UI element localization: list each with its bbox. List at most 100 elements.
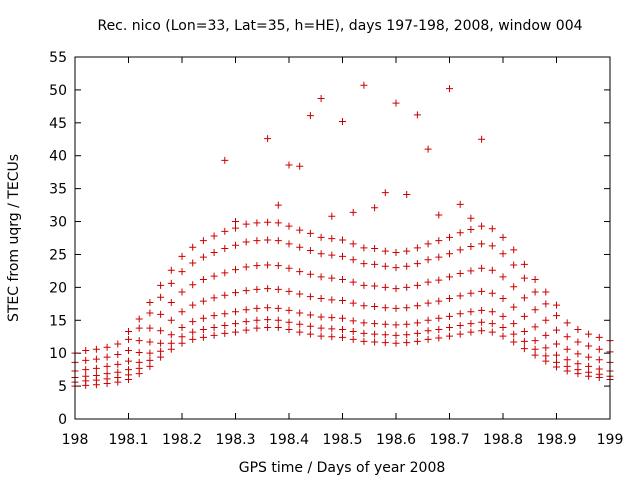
data-point xyxy=(349,299,357,307)
data-point xyxy=(499,250,507,258)
data-point xyxy=(189,301,197,309)
data-point xyxy=(531,345,539,353)
data-point xyxy=(146,356,154,364)
data-point xyxy=(328,333,336,341)
data-point xyxy=(424,299,432,307)
data-point xyxy=(167,266,175,274)
data-point xyxy=(553,312,560,320)
data-point xyxy=(585,342,593,350)
data-point xyxy=(392,264,400,272)
data-point xyxy=(531,288,539,296)
data-point xyxy=(553,351,560,359)
data-point xyxy=(274,316,282,324)
data-point xyxy=(488,308,496,316)
data-point xyxy=(403,283,411,291)
data-point xyxy=(285,306,293,314)
y-tick-label: 55 xyxy=(49,50,67,66)
data-point xyxy=(306,270,314,278)
data-point xyxy=(413,319,421,327)
data-point xyxy=(306,112,314,120)
data-point xyxy=(210,324,218,332)
data-point xyxy=(232,218,239,226)
data-point xyxy=(242,318,250,326)
data-point xyxy=(221,291,229,299)
data-point xyxy=(199,297,207,305)
data-point xyxy=(542,352,550,360)
data-point xyxy=(264,261,272,269)
data-point xyxy=(296,162,304,170)
data-point xyxy=(264,316,272,324)
data-point xyxy=(435,253,443,261)
data-point xyxy=(531,275,539,283)
data-point xyxy=(285,161,293,169)
data-point xyxy=(381,283,389,291)
data-point xyxy=(349,240,357,248)
data-point xyxy=(574,338,582,346)
data-point xyxy=(296,268,304,276)
data-point xyxy=(413,302,421,310)
data-point xyxy=(510,330,518,338)
data-point xyxy=(157,293,165,301)
data-point xyxy=(114,360,122,368)
data-point xyxy=(424,278,432,286)
y-tick-label: 35 xyxy=(49,182,67,198)
data-point xyxy=(499,273,507,281)
data-point xyxy=(221,227,229,235)
data-point xyxy=(349,256,357,264)
data-point xyxy=(403,262,411,270)
data-point xyxy=(456,322,464,330)
data-point xyxy=(446,233,453,241)
data-point xyxy=(413,337,421,345)
data-point xyxy=(349,335,357,343)
data-point xyxy=(210,331,218,339)
data-point xyxy=(456,229,464,237)
data-point xyxy=(157,339,165,347)
data-point xyxy=(92,345,100,353)
data-point xyxy=(146,338,154,346)
data-point xyxy=(563,345,571,353)
data-point xyxy=(435,237,443,245)
data-point xyxy=(403,339,411,347)
data-point xyxy=(392,321,400,329)
data-point xyxy=(82,347,90,355)
data-point xyxy=(542,288,550,296)
data-point xyxy=(285,318,293,326)
data-point xyxy=(339,236,346,244)
data-point xyxy=(371,260,379,268)
data-point xyxy=(478,240,486,248)
data-point xyxy=(232,308,239,316)
data-point xyxy=(456,270,464,278)
data-point xyxy=(242,287,250,295)
data-point xyxy=(167,331,175,339)
data-point xyxy=(531,306,539,314)
data-point xyxy=(510,261,518,269)
data-point xyxy=(467,267,475,275)
data-point xyxy=(339,297,346,305)
data-point xyxy=(274,219,282,227)
data-point xyxy=(339,252,346,260)
data-point xyxy=(274,262,282,270)
data-point xyxy=(488,289,496,297)
data-point xyxy=(285,325,293,333)
x-tick-label: 198.4 xyxy=(269,432,309,448)
data-point xyxy=(413,111,421,119)
data-point xyxy=(371,204,379,212)
data-point xyxy=(178,288,186,296)
data-point xyxy=(510,246,518,254)
x-tick-label: 198 xyxy=(62,432,89,448)
data-point xyxy=(264,236,272,244)
data-point xyxy=(446,295,453,303)
data-point xyxy=(563,356,571,364)
data-point xyxy=(274,237,282,245)
data-point xyxy=(424,327,432,335)
data-point xyxy=(424,240,432,248)
data-point xyxy=(585,368,593,376)
data-point xyxy=(585,362,593,370)
data-point xyxy=(542,344,550,352)
data-point xyxy=(317,324,325,332)
data-point xyxy=(178,308,186,316)
y-tick-label: 40 xyxy=(49,149,67,165)
x-tick-label: 198.8 xyxy=(483,432,523,448)
data-point xyxy=(296,290,304,298)
